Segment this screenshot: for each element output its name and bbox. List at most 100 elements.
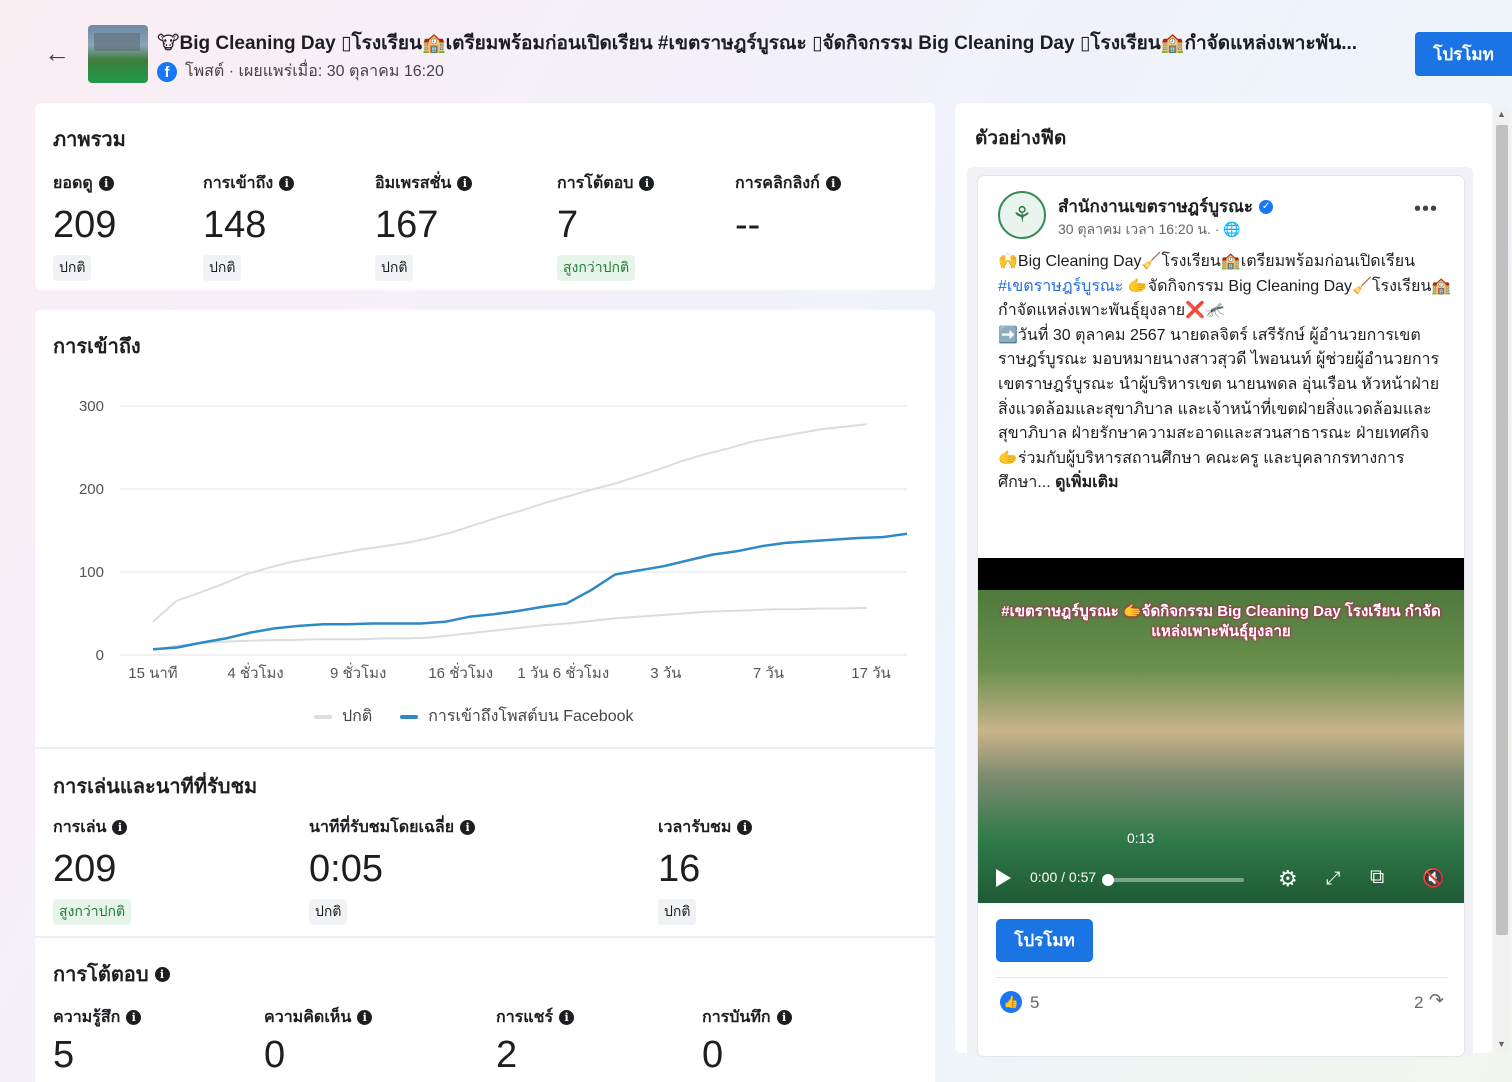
mute-icon[interactable]: 🔇 [1422,868,1445,888]
stat-label: เวลารับชม [658,819,732,836]
stat-saves: การบันทึก i 0 [702,1005,792,1077]
stat-label: การเล่น [53,819,107,836]
stat-engagement: การโต้ตอบ i 7 สูงกว่าปกติ [557,171,655,281]
x-tick-label: 16 ชั่วโมง [428,662,493,682]
legend-item-normal[interactable]: ปกติ [314,704,372,729]
engagement-title-row: การโต้ตอบ i [53,958,170,990]
legend-swatch [400,714,419,719]
playback-title: การเล่นและนาทีที่รับชม [53,776,258,798]
video-progress-knob[interactable] [1102,874,1114,886]
stat-value: 0 [264,1034,286,1076]
stat-avg-minutes: นาทีที่รับชมโดยเฉลี่ย i 0:05 ปกติ [309,815,476,925]
status-badge: ปกติ [203,255,242,281]
stat-label: การแชร์ [496,1009,554,1026]
post-body: 🙌Big Cleaning Day🧹โรงเรียน🏫เตรียมพร้อมก่… [998,250,1453,496]
info-icon[interactable]: i [559,1010,575,1025]
post-text-line: 🙌Big Cleaning Day🧹โรงเรียน🏫เตรียมพร้อมก่… [998,253,1416,270]
status-badge: สูงกว่าปกติ [557,255,636,281]
see-more-link[interactable]: ดูเพิ่มเติม [1055,474,1119,492]
post-timestamp[interactable]: 30 ตุลาคม เวลา 16:20 น. · 🌐 [1058,221,1241,237]
info-icon[interactable]: i [825,176,841,191]
like-reaction-icon[interactable]: 👍 [1000,991,1022,1013]
post-title: 🐮Big Cleaning Day ▯โรงเรียน🏫เตรียมพร้อมก… [157,33,1358,54]
stat-label: นาทีที่รับชมโดยเฉลี่ย [309,819,455,836]
x-tick-label: 17 วัน [851,665,891,682]
legend-label: ปกติ [342,708,373,725]
play-icon[interactable] [996,869,1011,887]
engagement-title: การโต้ตอบ [53,964,149,986]
facebook-icon: f [157,61,177,82]
share-arrow-icon: ↷ [1429,990,1445,1010]
post-divider [996,977,1448,978]
stat-value: 2 [496,1034,518,1076]
info-icon[interactable]: i [357,1010,373,1025]
share-count[interactable]: 2 [1414,993,1424,1012]
promote-button-post[interactable]: โปรโมท [996,919,1093,962]
info-icon[interactable]: i [639,176,655,191]
info-icon[interactable]: i [776,1010,792,1025]
info-icon[interactable]: i [126,1010,142,1025]
info-icon[interactable]: i [460,820,476,835]
scroll-down-icon[interactable]: ▼ [1497,1039,1506,1049]
stat-impressions: อิมเพรสชั่น i 167 ปกติ [375,171,473,281]
x-tick-label: 4 ชั่วโมง [227,662,283,682]
x-tick-label: 15 นาที [128,665,177,682]
y-tick-label: 300 [79,398,104,415]
more-options-icon[interactable]: ••• [1414,198,1439,220]
reaction-count[interactable]: 5 [1030,993,1040,1012]
video-player[interactable]: #เขตราษฎร์บูรณะ 🫱จัดกิจกรรม Big Cleaning… [978,558,1464,903]
stat-value: 0:05 [309,848,383,890]
post-header: ← 🐮Big Cleaning Day ▯โรงเรียน🏫เตรียมพร้อ… [0,0,1512,100]
status-badge: ปกติ [309,899,348,925]
y-tick-label: 200 [79,481,104,498]
stat-value: 209 [53,204,117,246]
section-divider [35,936,935,938]
hashtag-link[interactable]: #เขตราษฎร์บูรณะ [998,277,1124,295]
video-progress-bar[interactable] [1102,874,1244,886]
stat-value: 16 [658,848,701,890]
stat-label: การโต้ตอบ [557,175,634,192]
post-thumbnail [88,25,148,83]
info-icon[interactable]: i [737,820,753,835]
stat-value: 5 [53,1034,75,1076]
info-icon[interactable]: i [457,176,473,191]
promote-button-header[interactable]: โปรโมท [1415,32,1512,76]
stat-label: ยอดดู [53,175,93,192]
post-text-line: 🫱ร่วมกับผู้บริหารสถานศึกษา คณะครู และบุค… [998,449,1405,492]
reach-chart: 0 100 200 300 15 นาที 4 ชั่วโมง 9 ชั่วโมง 16 ชั… [79,398,908,682]
overview-card: ภาพรวม ยอดดู i 209 ปกติ การเข้าถึง i 148 ป… [35,103,935,290]
back-arrow-icon[interactable]: ← [44,38,70,68]
page-name[interactable]: สำนักงานเขตราษฎร์บูรณะ [1058,197,1254,216]
overview-title: ภาพรวม [53,129,126,151]
legend-label: การเข้าถึงโพสต์บน Facebook [428,708,634,725]
y-tick-label: 0 [96,647,104,664]
stat-value: 148 [203,204,267,246]
post-meta: f โพสต์ · เผยแพร่เมื่อ: 30 ตุลาคม 16:20 [157,59,444,84]
metrics-card: การเข้าถึง [35,310,935,1082]
info-icon[interactable]: i [154,966,170,982]
fullscreen-icon[interactable]: ⤢ [1326,868,1341,888]
stat-value: -- [735,204,761,246]
post-meta-text: โพสต์ · เผยแพร่เมื่อ: 30 ตุลาคม 16:20 [185,63,444,80]
legend-item-reach[interactable]: การเข้าถึงโพสต์บน Facebook [400,704,634,729]
info-icon[interactable]: i [279,176,295,191]
video-controls: 0:00 / 0:57 ⚙ ⤢ ⧉ 🔇 [978,858,1464,903]
reach-title: การเข้าถึง [53,336,141,358]
picture-in-picture-icon[interactable]: ⧉ [1370,866,1385,888]
preview-scrollbar-thumb[interactable] [1496,125,1508,935]
stat-reactions: ความรู้สึก i 5 [53,1005,142,1077]
stat-value: 7 [557,204,579,246]
series-line-normal [152,606,868,651]
scroll-up-icon[interactable]: ▲ [1497,109,1506,119]
video-hover-time: 0:13 [1127,830,1155,846]
settings-gear-icon[interactable]: ⚙ [1278,866,1298,891]
stat-shares: การแชร์ i 2 [496,1005,575,1077]
stat-value: 0 [702,1034,724,1076]
page-avatar[interactable]: ⚘ [998,191,1046,239]
series-line-normal [152,423,868,623]
info-icon[interactable]: i [112,820,128,835]
info-icon[interactable]: i [98,176,114,191]
post-text-line: ➡️วันที่ 30 ตุลาคม 2567 นายดลจิตร์ เสรีร… [998,326,1440,443]
feed-post: ⚘ สำนักงานเขตราษฎร์บูรณะ ✓ 30 ตุลาคม เวล… [978,176,1464,1056]
stat-value: 209 [53,848,117,890]
